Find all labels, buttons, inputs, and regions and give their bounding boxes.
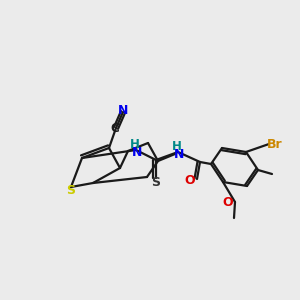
Text: C: C: [111, 122, 119, 136]
Text: O: O: [223, 196, 233, 208]
Text: N: N: [132, 146, 142, 160]
Text: Br: Br: [267, 137, 283, 151]
Text: O: O: [185, 173, 195, 187]
Text: H: H: [130, 139, 140, 152]
Text: S: S: [67, 184, 76, 197]
Text: H: H: [172, 140, 182, 154]
Text: N: N: [174, 148, 184, 161]
Text: S: S: [152, 176, 160, 190]
Text: N: N: [118, 103, 128, 116]
